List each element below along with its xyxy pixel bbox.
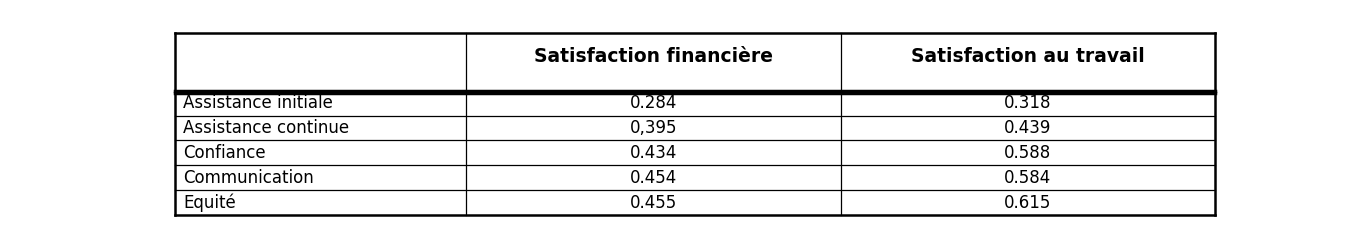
Text: Communication: Communication xyxy=(183,169,313,187)
Text: 0.588: 0.588 xyxy=(1005,144,1051,162)
Text: 0.615: 0.615 xyxy=(1005,194,1051,212)
Text: Assistance initiale: Assistance initiale xyxy=(183,94,334,112)
Text: 0.439: 0.439 xyxy=(1005,119,1051,137)
Text: 0.584: 0.584 xyxy=(1005,169,1051,187)
Text: 0.434: 0.434 xyxy=(629,144,677,162)
Text: Assistance continue: Assistance continue xyxy=(183,119,350,137)
Text: 0.454: 0.454 xyxy=(629,169,677,187)
Text: Confiance: Confiance xyxy=(183,144,266,162)
Text: Equité: Equité xyxy=(183,193,236,212)
Text: 0.318: 0.318 xyxy=(1005,94,1052,112)
Text: Satisfaction au travail: Satisfaction au travail xyxy=(911,47,1144,66)
Text: 0.455: 0.455 xyxy=(629,194,677,212)
Text: 0.284: 0.284 xyxy=(629,94,677,112)
Text: 0,395: 0,395 xyxy=(629,119,677,137)
Text: Satisfaction financière: Satisfaction financière xyxy=(534,47,773,66)
